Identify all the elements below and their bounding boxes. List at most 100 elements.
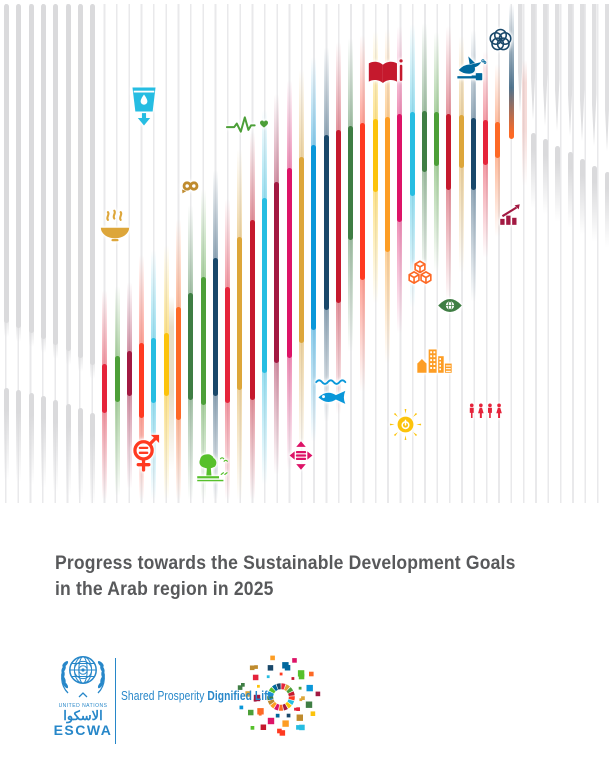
- sdg-wheel-logo: [236, 652, 326, 742]
- bar: [433, 112, 439, 166]
- bar: [52, 4, 58, 345]
- bar: [187, 293, 193, 400]
- bar: [261, 110, 267, 206]
- pinstripe-background: [5, 4, 605, 503]
- sdg-2-zero-hunger-icon: [98, 209, 132, 245]
- bar: [249, 220, 255, 400]
- bar: [101, 290, 107, 372]
- bar: [126, 282, 132, 359]
- bar: [15, 4, 21, 328]
- bar: [335, 42, 341, 138]
- bar: [542, 139, 548, 221]
- bar: [530, 133, 536, 215]
- bar: [508, 4, 514, 139]
- bar: [482, 157, 488, 258]
- bar: [200, 277, 206, 405]
- gray-tapered-bar: [517, 4, 523, 113]
- bar: [101, 364, 107, 413]
- branding-row: UNITED NATIONS الاسكوا ESCWA Shared Pros…: [0, 645, 609, 765]
- gray-tapered-bar: [554, 4, 560, 131]
- bar: [236, 149, 242, 245]
- bar: [168, 296, 174, 470]
- bar: [28, 393, 34, 493]
- bar: [89, 4, 95, 365]
- bar: [101, 405, 107, 500]
- bar: [286, 80, 292, 176]
- bar: [236, 237, 242, 390]
- bar: [15, 390, 21, 490]
- bar: [372, 119, 378, 192]
- page-title: Progress towards the Sustainable Develop…: [55, 550, 516, 602]
- bar: [150, 250, 156, 346]
- divider-line: [114, 658, 117, 744]
- bar: [409, 112, 415, 196]
- bar: [384, 244, 390, 364]
- bar: [28, 4, 34, 333]
- bar: [212, 258, 218, 396]
- sdg-13-climate-action-icon: [437, 297, 463, 314]
- bar: [409, 24, 415, 120]
- bar: [212, 388, 218, 500]
- bar: [521, 60, 527, 186]
- bar: [114, 394, 120, 496]
- bar: [445, 114, 451, 190]
- bar: [175, 307, 181, 420]
- bar: [40, 333, 46, 353]
- gray-tapered-bar: [579, 4, 585, 141]
- bar: [126, 351, 132, 396]
- bar: [347, 126, 353, 240]
- bar: [273, 94, 279, 190]
- bar: [138, 343, 144, 418]
- bar: [494, 122, 500, 158]
- united-nations-label: UNITED NATIONS: [58, 703, 108, 709]
- gray-tapered-bar: [604, 4, 609, 151]
- bar: [261, 198, 267, 373]
- sdg-1-no-poverty-icon: [467, 402, 505, 419]
- bar: [114, 285, 120, 364]
- bar: [323, 302, 329, 422]
- gray-tapered-bar: [567, 4, 573, 136]
- bar: [323, 135, 329, 310]
- bar: [77, 4, 83, 358]
- bar: [52, 339, 58, 359]
- bar: [40, 396, 46, 496]
- bar: [175, 219, 181, 315]
- bar: [175, 412, 181, 500]
- bar: [261, 365, 267, 485]
- bar: [3, 4, 9, 323]
- bar: [458, 115, 464, 168]
- bar: [65, 404, 71, 504]
- bar: [65, 4, 71, 351]
- bar: [433, 32, 439, 120]
- sdg-3-good-health-icon: [225, 112, 269, 137]
- bar: [335, 295, 341, 415]
- bar: [359, 272, 365, 392]
- bar: [273, 182, 279, 363]
- sdg-7-clean-energy-icon: [389, 408, 422, 441]
- bar: [359, 123, 365, 280]
- bar: [347, 232, 353, 352]
- bar: [372, 184, 378, 304]
- bar: [396, 114, 402, 222]
- sdg-bars-artwork: [3, 4, 609, 513]
- bar: [163, 245, 169, 341]
- bar: [604, 172, 609, 254]
- title-line-1: Progress towards the Sustainable Develop…: [55, 552, 516, 574]
- bar: [310, 57, 316, 153]
- title-line-2: in the Arab region in 2025: [55, 578, 274, 600]
- sdg-11-sustainable-cities-icon: [416, 347, 453, 374]
- bar: [482, 120, 488, 165]
- bar: [77, 408, 83, 508]
- bar: [323, 47, 329, 143]
- gray-tapered-bar: [542, 4, 548, 126]
- bar: [458, 160, 464, 273]
- bar: [554, 146, 560, 228]
- bar: [482, 51, 488, 128]
- bar: [40, 4, 46, 339]
- bar: [89, 413, 95, 513]
- sdg-14-life-below-water-icon: [314, 377, 349, 409]
- bar: [310, 145, 316, 330]
- bar: [15, 322, 21, 342]
- gray-tapered-bar: [530, 4, 536, 120]
- bar: [163, 333, 169, 396]
